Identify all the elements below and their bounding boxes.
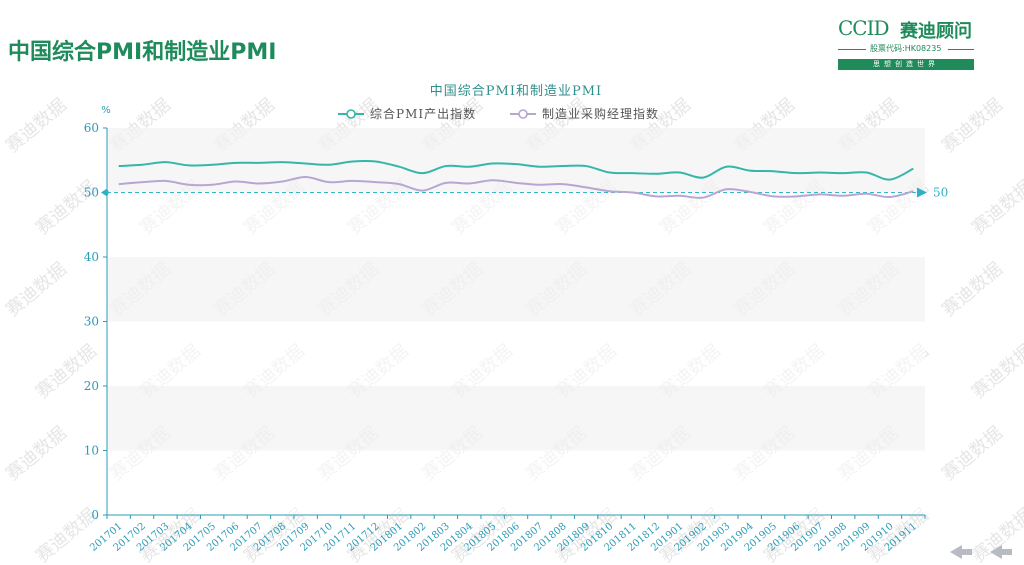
watermark-text: 赛迪数据	[938, 423, 1007, 485]
chart-title: 中国综合PMI和制造业PMI	[430, 84, 602, 99]
watermark-text: 赛迪数据	[2, 95, 71, 157]
series-lines	[118, 160, 914, 199]
watermark-text: 赛迪数据	[968, 177, 1024, 239]
watermark-text: 赛迪数据	[32, 341, 101, 403]
watermark-text: 赛迪数据	[2, 259, 71, 321]
y-tick-label: 60	[84, 121, 99, 135]
watermark-text: 赛迪数据	[938, 259, 1007, 321]
grid-band	[107, 257, 925, 322]
y-tick-label: 50	[84, 186, 99, 200]
chart-legend: 综合PMI产出指数 制造业采购经理指数	[338, 106, 659, 121]
y-tick-label: 30	[84, 315, 99, 329]
reference-line-arrow	[917, 187, 927, 198]
watermark-text: 赛迪数据	[968, 341, 1024, 403]
watermark-text: 赛迪数据	[938, 95, 1007, 157]
page-title: 中国综合PMI和制造业PMI	[8, 40, 277, 65]
y-tick-label: 20	[84, 379, 99, 393]
watermark-text: 赛迪数据	[2, 423, 71, 485]
y-tick-label: 0	[91, 508, 99, 522]
brand-slogan: 思想创造世界	[838, 59, 974, 70]
grid-band	[107, 386, 925, 451]
series-line-composite-pmi	[118, 160, 914, 181]
ccid-logo: CCID	[838, 16, 890, 40]
grid-band	[107, 192, 925, 257]
reference-line-start-marker	[101, 188, 109, 197]
grid-band	[107, 450, 925, 515]
grid-bands	[107, 128, 925, 515]
prev-slide-button[interactable]	[950, 545, 972, 559]
arrow-back-icon	[990, 545, 1012, 559]
y-tick-label: 10	[84, 444, 99, 458]
reference-line-label: 50	[933, 186, 948, 200]
y-tick-label: 40	[84, 250, 99, 264]
brand-divider-right	[948, 49, 974, 50]
brand-divider-left	[838, 49, 866, 50]
brand-logo-block: CCID 赛迪顾问 股票代码:HK08235 思想创造世界	[838, 16, 978, 72]
arrow-left-icon	[950, 545, 972, 559]
reference-line-group: 50	[101, 186, 948, 200]
legend-swatch-marker	[518, 109, 528, 119]
series-line-manufacturing-pmi	[118, 176, 914, 199]
grid-band	[107, 321, 925, 386]
brand-stock-code: 股票代码:HK08235	[870, 44, 942, 53]
legend-swatch-marker	[346, 109, 356, 119]
brand-name: 赛迪顾问	[900, 21, 972, 42]
y-axis-unit-label: %	[101, 105, 111, 116]
next-slide-button[interactable]	[990, 545, 1012, 559]
legend-label: 制造业采购经理指数	[542, 106, 659, 121]
legend-label: 综合PMI产出指数	[370, 106, 476, 121]
